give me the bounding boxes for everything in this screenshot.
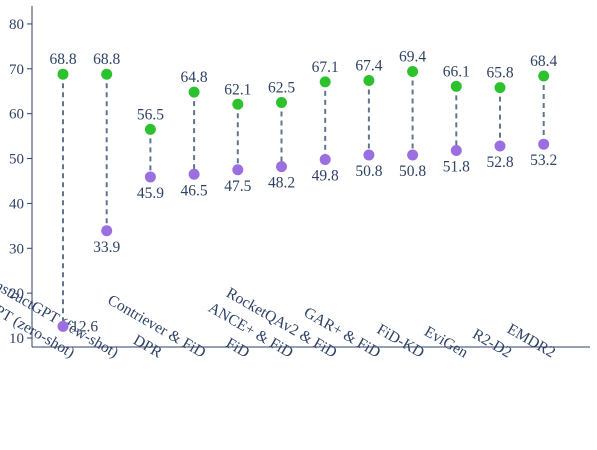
bottom-value-label: 45.9 [137, 185, 164, 202]
y-tick-label: 70 [9, 62, 24, 78]
top-point [363, 74, 375, 86]
top-point [276, 96, 287, 108]
connector-lines [62, 71, 545, 327]
bottom-value-label: 12.6 [71, 318, 98, 335]
bottom-point [450, 144, 462, 156]
bottom-value-label: 53.2 [530, 152, 557, 169]
top-value-label: 68.8 [93, 51, 120, 68]
x-category-label: EviGen [421, 323, 471, 362]
top-point [407, 66, 419, 78]
top-value-label: 62.5 [268, 79, 295, 96]
top-point [57, 68, 69, 80]
bottom-value-label: 49.8 [312, 167, 339, 184]
y-tick-label: 10 [9, 331, 24, 347]
top-value-label: 66.1 [443, 63, 470, 80]
bottom-value-label: 50.8 [355, 163, 382, 180]
top-value-label: 68.8 [49, 51, 76, 68]
top-value-label: 64.8 [181, 69, 208, 86]
x-category-label: FiD [223, 335, 252, 362]
top-point [144, 123, 156, 135]
bottom-point [407, 149, 419, 161]
bottom-value-label: 33.9 [93, 239, 120, 256]
top-point [232, 98, 244, 110]
bottom-value-label: 48.2 [268, 175, 295, 192]
bottom-point [319, 153, 331, 165]
top-value-label: 65.8 [486, 65, 513, 82]
bottom-value-label: 50.8 [399, 163, 426, 180]
top-value-label: 67.1 [312, 59, 339, 76]
bottom-point [144, 171, 156, 183]
y-tick-label: 40 [9, 196, 24, 212]
bottom-point [101, 225, 113, 237]
y-axis: 10 20 30 40 50 60 70 80 [9, 6, 33, 347]
top-value-label: 69.4 [399, 49, 426, 66]
top-point [538, 70, 550, 82]
x-category-label: EMDR2 [504, 320, 558, 361]
y-tick-label: 60 [9, 107, 24, 123]
y-tick-label: 20 [9, 286, 24, 302]
bottom-value-label: 52.8 [486, 154, 513, 171]
bottom-point [363, 149, 375, 161]
top-point [450, 80, 462, 92]
bottom-value-label: 46.5 [181, 182, 208, 199]
bottom-point [57, 320, 69, 332]
bottom-point [494, 140, 506, 152]
bottom-point [538, 138, 550, 150]
bottom-value-label: 51.8 [443, 158, 470, 175]
y-tick-label: 30 [9, 241, 24, 257]
x-axis: InstructGPT (zero-shot)InstructGPT (few-… [0, 273, 590, 362]
bottom-value-label: 47.5 [224, 178, 251, 195]
y-tick-label: 80 [9, 17, 24, 33]
top-point [188, 86, 200, 98]
x-category-label: FiD-KD [374, 321, 427, 362]
bottom-point [276, 161, 287, 173]
top-value-label: 62.1 [224, 81, 251, 98]
top-point [494, 82, 506, 94]
top-value-label: 67.4 [355, 57, 382, 74]
top-point [101, 68, 113, 80]
bottom-point [188, 168, 200, 180]
y-tick-label: 50 [9, 152, 24, 168]
bottom-point [232, 164, 244, 176]
data-labels: 68.8 12.6 68.8 33.9 56.5 45.9 64.8 46.5 62.1 47.5… [49, 49, 557, 336]
top-value-label: 56.5 [137, 106, 164, 123]
top-value-label: 68.4 [530, 53, 557, 70]
data-points [57, 66, 550, 332]
top-point [319, 76, 331, 88]
